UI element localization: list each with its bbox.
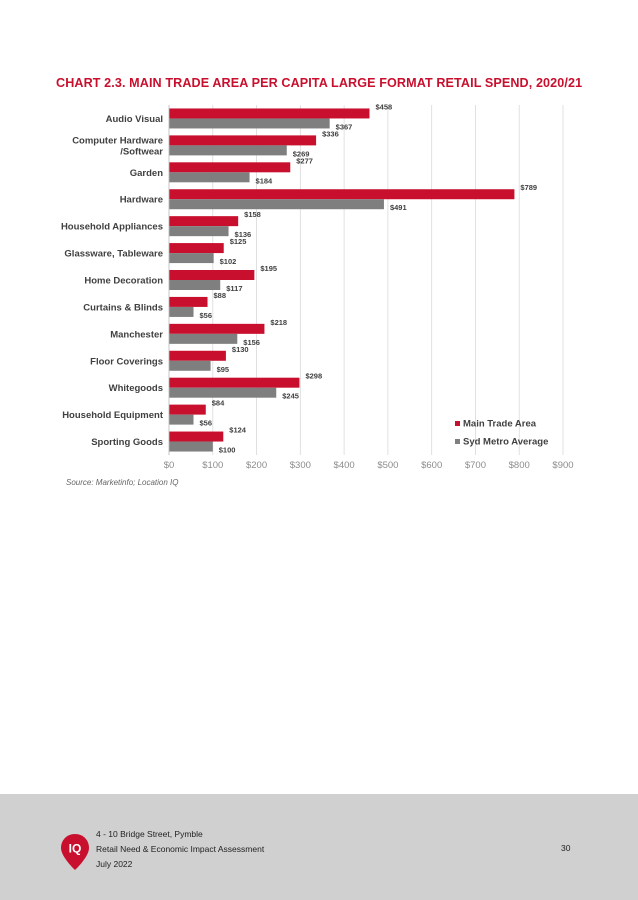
category-label: Garden [130,168,163,179]
category-label: Hardware [120,195,163,206]
data-label-main: $88 [214,291,227,300]
footer-date: July 2022 [96,859,133,869]
x-tick-label: $700 [465,460,486,471]
bar-main-trade-area [169,135,317,146]
page-number: 30 [561,843,571,853]
category-label: Manchester [110,329,163,340]
x-tick-label: $200 [246,460,267,471]
category-label: Household Appliances [61,222,163,233]
data-label-syd: $245 [282,392,299,401]
data-label-syd: $491 [390,203,407,212]
bar-syd-metro-average [169,145,287,156]
bar-syd-metro-average [169,414,194,425]
data-label-syd: $100 [219,446,236,455]
bar-main-trade-area [169,404,206,415]
data-label-main: $195 [260,264,277,273]
bar-syd-metro-average [169,306,194,317]
category-label: Sporting Goods [91,437,163,448]
legend-swatch [455,421,460,426]
bar-main-trade-area [169,216,239,227]
bar-main-trade-area [169,377,300,388]
data-label-syd: $156 [243,338,260,347]
category-label: Whitegoods [109,383,163,394]
category-label: Glassware, Tableware [64,249,163,260]
page-footer [0,794,638,900]
bar-main-trade-area [169,323,265,334]
data-label-main: $789 [520,183,537,192]
bar-main-trade-area [169,108,370,119]
category-label: Floor Coverings [90,356,163,367]
data-label-main: $458 [376,102,393,111]
category-label: Computer Hardware/Softwear [72,135,163,157]
bar-main-trade-area [169,350,226,361]
x-tick-label: $900 [552,460,573,471]
bar-main-trade-area [169,243,224,254]
x-tick-label: $300 [290,460,311,471]
category-label: Curtains & Blinds [83,302,163,313]
svg-text:IQ: IQ [69,842,82,856]
x-tick-label: $0 [164,460,175,471]
bar-syd-metro-average [169,387,277,398]
data-label-main: $125 [230,237,247,246]
category-label: Home Decoration [84,276,163,287]
bar-syd-metro-average [169,172,250,183]
data-label-main: $124 [229,426,247,435]
x-tick-label: $800 [509,460,530,471]
x-tick-label: $600 [421,460,442,471]
data-label-syd: $117 [226,284,242,293]
x-tick-label: $400 [334,460,355,471]
bar-syd-metro-average [169,333,238,344]
data-label-main: $336 [322,129,339,138]
location-iq-logo: IQ [61,834,89,870]
data-label-syd: $56 [200,419,213,428]
data-label-syd: $102 [220,257,237,266]
footer-report-title: Retail Need & Economic Impact Assessment [96,844,265,854]
bar-main-trade-area [169,189,515,200]
x-tick-label: $100 [202,460,223,471]
bar-syd-metro-average [169,360,211,371]
legend-label: Syd Metro Average [463,437,548,448]
bar-syd-metro-average [169,280,221,290]
footer-address: 4 - 10 Bridge Street, Pymble [96,829,203,839]
data-label-syd: $56 [200,311,213,320]
data-label-main: $130 [232,345,249,354]
data-label-syd: $136 [235,230,252,239]
x-tick-label: $500 [377,460,398,471]
bar-syd-metro-average [169,118,330,129]
bar-syd-metro-average [169,441,213,452]
bar-syd-metro-average [169,199,384,210]
category-label: Audio Visual [106,114,163,125]
data-label-main: $84 [212,399,225,408]
bar-main-trade-area [169,270,255,280]
data-label-main: $158 [244,210,261,219]
data-label-syd: $269 [293,149,310,158]
data-label-syd: $367 [336,122,353,131]
bar-main-trade-area [169,162,291,173]
bar-syd-metro-average [169,253,214,264]
chart-source: Source: Marketinfo; Location IQ [66,478,179,487]
bar-main-trade-area [169,296,208,307]
bar-main-trade-area [169,431,224,442]
data-label-syd: $95 [217,365,230,374]
data-label-main: $298 [305,372,322,381]
legend-label: Main Trade Area [463,419,537,430]
data-label-main: $218 [270,318,287,327]
data-label-syd: $184 [256,176,274,185]
data-label-main: $277 [296,156,313,165]
chart: $458 $367$336 $269$277 $184 $789 $491 $158 $136… [61,102,574,471]
legend-swatch [455,439,460,444]
category-label: Household Equipment [62,410,164,421]
bar-syd-metro-average [169,226,229,237]
page-title: CHART 2.3. MAIN TRADE AREA PER CAPITA LA… [56,76,583,90]
